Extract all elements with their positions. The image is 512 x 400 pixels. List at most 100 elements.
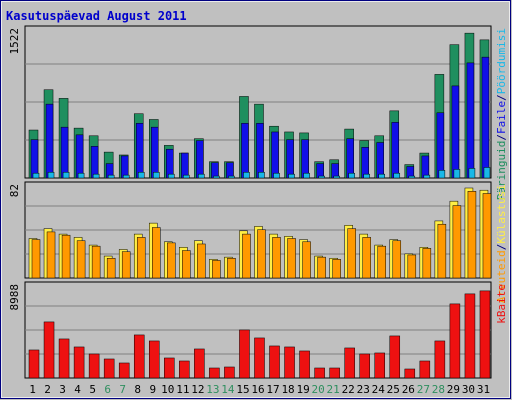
bar-arvuteid xyxy=(257,229,266,279)
bar-arvuteid xyxy=(302,241,311,279)
x-axis-labels: 1 2 3 4 5 6 7 8 9 10 11 12 13 14 15 16 17 18 19 20 21 22 23 24 2… xyxy=(29,383,490,396)
bar-pöördumisi xyxy=(183,174,190,179)
x-tick-label: 5 xyxy=(89,383,96,396)
bar-arvuteid xyxy=(46,231,56,279)
bar-pöördumisi xyxy=(273,172,280,179)
bar-faile xyxy=(166,148,174,179)
bar-faile xyxy=(60,126,69,179)
bar-kbaite xyxy=(344,347,355,379)
bar-arvuteid xyxy=(242,233,251,279)
bar-arvuteid xyxy=(152,227,161,279)
bar-kbaite xyxy=(224,366,235,379)
bar-kbaite xyxy=(73,346,85,379)
bar-arvuteid xyxy=(197,243,206,279)
x-tick-label: 19 xyxy=(296,383,309,396)
bar-arvuteid xyxy=(482,193,492,279)
bar-pöördumisi xyxy=(438,170,446,179)
legend-separator: / xyxy=(495,94,508,101)
bar-kbaite xyxy=(464,293,476,379)
bar-pöördumisi xyxy=(168,173,175,179)
bar-kbaite xyxy=(419,360,431,379)
bar-pöördumisi xyxy=(363,173,370,179)
bar-pöördumisi xyxy=(213,175,220,179)
bar-faile xyxy=(376,142,384,179)
bar-pöördumisi xyxy=(468,168,476,179)
bar-kbaite xyxy=(329,367,340,379)
bar-kbaite xyxy=(389,335,401,379)
x-tick-label: 16 xyxy=(251,383,264,396)
bar-kbaite xyxy=(404,368,416,379)
bar-kbaite xyxy=(254,337,265,379)
x-tick-label: 6 xyxy=(104,383,111,396)
bar-pöördumisi xyxy=(288,173,295,179)
x-tick-label: 13 xyxy=(206,383,219,396)
x-tick-label: 15 xyxy=(236,383,249,396)
bar-pöördumisi xyxy=(62,171,70,179)
bar-faile xyxy=(120,155,129,179)
bar-pöördumisi xyxy=(153,171,160,179)
bar-pöördumisi xyxy=(107,174,115,179)
bar-faile xyxy=(45,103,54,179)
x-tick-label: 4 xyxy=(74,383,81,396)
x-tick-label: 22 xyxy=(342,383,355,396)
bar-pöördumisi xyxy=(303,172,310,179)
bar-kbaite xyxy=(118,362,130,379)
bar-pöördumisi xyxy=(77,172,85,179)
x-tick-label: 3 xyxy=(59,383,66,396)
legend-entry: kBaite xyxy=(495,284,508,324)
bar-pöördumisi xyxy=(423,174,431,179)
y-max-label-bottom: 8988 xyxy=(8,284,21,311)
bar-faile xyxy=(286,139,294,179)
bar-arvuteid xyxy=(121,251,131,279)
bar-faile xyxy=(391,122,400,179)
bar-kbaite xyxy=(133,334,145,379)
bar-arvuteid xyxy=(91,245,101,279)
x-tick-label: 12 xyxy=(191,383,204,396)
panel-bottom: 8988 kBaite xyxy=(8,281,508,379)
chart-title: Kasutuspäevad August 2011 xyxy=(6,9,187,23)
bar-arvuteid xyxy=(452,205,462,279)
x-tick-label: 8 xyxy=(134,383,141,396)
bar-pöördumisi xyxy=(122,174,130,179)
bar-arvuteid xyxy=(287,238,296,279)
bar-arvuteid xyxy=(272,237,281,279)
bar-faile xyxy=(211,162,219,179)
bar-arvuteid xyxy=(407,254,417,279)
bar-pöördumisi xyxy=(318,175,325,179)
x-tick-label: 26 xyxy=(402,383,415,396)
bar-faile xyxy=(271,131,279,179)
bar-arvuteid xyxy=(31,239,41,279)
bar-kbaite xyxy=(479,290,491,379)
bar-faile xyxy=(90,146,99,179)
x-tick-label: 27 xyxy=(417,383,430,396)
x-tick-label: 14 xyxy=(221,383,235,396)
bar-kbaite xyxy=(179,360,190,379)
x-tick-label: 2 xyxy=(44,383,51,396)
x-tick-label: 11 xyxy=(176,383,189,396)
bar-pöördumisi xyxy=(453,169,461,179)
bar-faile xyxy=(451,85,460,179)
legend-entry: Külastusi xyxy=(495,184,508,244)
bar-arvuteid xyxy=(76,240,86,279)
bar-arvuteid xyxy=(106,257,116,279)
y-max-label-top: 1522 xyxy=(8,28,21,55)
legend-bottom: kBaite xyxy=(495,284,508,324)
bar-kbaite xyxy=(434,340,446,379)
bar-faile xyxy=(346,138,354,179)
bar-faile xyxy=(421,155,430,179)
bar-faile xyxy=(301,139,309,179)
bar-pöördumisi xyxy=(258,171,265,179)
legend-separator: / xyxy=(495,134,508,141)
bar-arvuteid xyxy=(317,256,326,279)
bar-pöördumisi xyxy=(333,175,340,179)
bar-arvuteid xyxy=(332,259,341,279)
bar-pöördumisi xyxy=(393,172,401,179)
bar-kbaite xyxy=(299,350,310,379)
bar-kbaite xyxy=(58,338,70,379)
bar-arvuteid xyxy=(377,245,386,279)
bar-arvuteid xyxy=(362,237,371,279)
bar-kbaite xyxy=(88,353,100,379)
bar-pöördumisi xyxy=(483,167,491,179)
bar-faile xyxy=(151,126,159,179)
